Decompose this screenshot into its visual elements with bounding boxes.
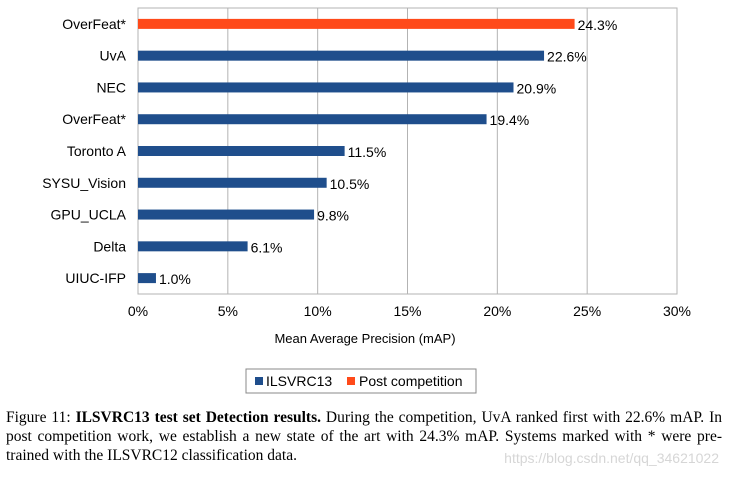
bar <box>138 50 545 61</box>
x-tick-label: 15% <box>393 303 421 319</box>
category-labels: OverFeat* UvA NEC OverFeat* Toronto A SYSU_Vi… <box>42 16 126 286</box>
value-label: 1.0% <box>159 271 191 287</box>
legend-swatch-post-competition <box>347 377 355 385</box>
x-tick-label: 0% <box>128 303 148 319</box>
x-tick-label: 5% <box>218 303 238 319</box>
x-tick-labels: 0% 5% 10% 15% 20% 25% 30% <box>128 303 691 319</box>
value-label: 20.9% <box>517 80 557 96</box>
bar <box>138 273 156 284</box>
category-label: NEC <box>96 79 126 95</box>
value-label: 24.3% <box>578 17 618 33</box>
bar <box>138 146 345 156</box>
legend-swatch-ilsvrc13 <box>255 377 263 385</box>
bars <box>138 18 575 284</box>
legend-label-ilsvrc13: ILSVRC13 <box>266 373 332 389</box>
value-label: 19.4% <box>490 112 530 128</box>
figure-caption: Figure 11: ILSVRC13 test set Detection r… <box>6 408 722 465</box>
value-label: 11.5% <box>348 144 387 160</box>
bar <box>138 114 487 125</box>
x-tick-label: 10% <box>304 303 332 319</box>
x-tick-label: 25% <box>573 303 601 319</box>
caption-prefix: Figure 11: <box>6 409 76 426</box>
bar <box>138 177 327 188</box>
category-label: OverFeat* <box>62 16 126 32</box>
x-tick-label: 30% <box>663 303 691 319</box>
category-label: UvA <box>100 48 127 64</box>
value-label: 6.1% <box>251 239 283 255</box>
value-label: 22.6% <box>547 49 587 65</box>
bar <box>138 241 248 252</box>
category-label: GPU_UCLA <box>51 207 127 223</box>
category-label: Delta <box>93 238 126 254</box>
watermark: https://blog.csdn.net/qq_34621022 <box>504 450 719 466</box>
caption-body: During the competition, UvA ranked first… <box>6 409 723 464</box>
bar <box>138 209 315 220</box>
category-label: UIUC-IFP <box>65 270 126 286</box>
value-label: 9.8% <box>317 208 349 224</box>
legend: ILSVRC13 Post competition <box>245 368 477 394</box>
legend-box <box>245 368 477 394</box>
category-label: Toronto A <box>67 143 127 159</box>
x-tick-label: 20% <box>483 303 511 319</box>
bar <box>138 82 514 93</box>
x-axis-title: Mean Average Precision (mAP) <box>274 331 455 346</box>
category-label: SYSU_Vision <box>42 175 126 191</box>
value-label: 10.5% <box>330 176 370 192</box>
bar-chart: OverFeat* UvA NEC OverFeat* Toronto A SYSU_Vi… <box>42 7 691 394</box>
legend-label-post-competition: Post competition <box>359 373 463 389</box>
category-label: OverFeat* <box>62 111 126 127</box>
value-labels: 24.3% 22.6% 20.9% 19.4% 11.5% 10.5% 9.8% 6.1% 1.… <box>159 17 617 287</box>
bar <box>138 18 575 29</box>
caption-bold-title: ILSVRC13 test set Detection results. <box>75 409 321 426</box>
